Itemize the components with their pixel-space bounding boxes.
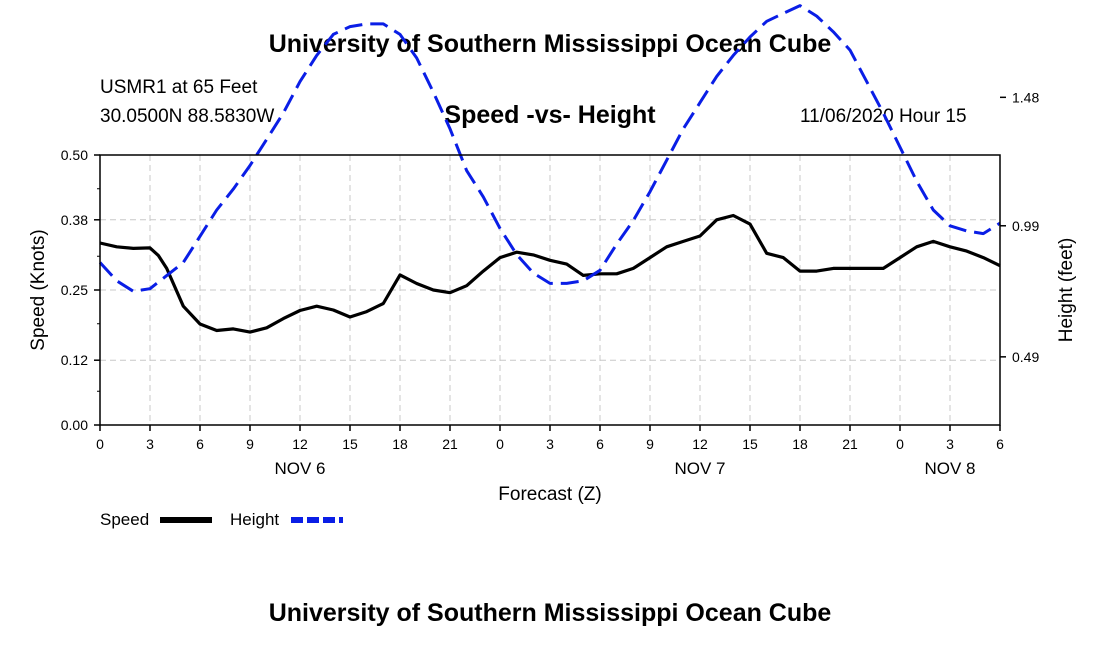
y-tick-label: 0.00	[61, 417, 88, 433]
x-day-label: NOV 8	[924, 459, 975, 478]
x-tick-label: 6	[996, 436, 1004, 452]
x-tick-label: 9	[246, 436, 254, 452]
y2-tick-label: 1.48	[1012, 89, 1039, 105]
x-tick-label: 0	[96, 436, 104, 452]
x-tick-label: 18	[392, 436, 408, 452]
x-axis-label: Forecast (Z)	[498, 484, 601, 505]
legend-height-label: Height	[230, 510, 279, 529]
y-tick-label: 0.25	[61, 282, 88, 298]
datetime-label: 11/06/2020 Hour 15	[800, 106, 967, 127]
x-tick-label: 15	[342, 436, 358, 452]
x-tick-label: 6	[196, 436, 204, 452]
y-axis-label: Speed (Knots)	[28, 229, 49, 350]
header-title: University of Southern Mississippi Ocean…	[268, 30, 832, 58]
x-tick-label: 21	[842, 436, 858, 452]
legend-speed-label: Speed	[100, 510, 149, 529]
x-tick-label: 3	[146, 436, 154, 452]
grid-layer	[100, 155, 1000, 425]
y-tick-label: 0.38	[61, 212, 88, 228]
height-series-line	[98, 4, 1001, 293]
y2-tick-label: 0.49	[1012, 349, 1039, 365]
station-label: USMR1 at 65 Feet	[100, 77, 258, 98]
x-day-label: NOV 7	[674, 459, 725, 478]
footer-title: University of Southern Mississippi Ocean…	[268, 599, 832, 627]
x-tick-label: 0	[496, 436, 504, 452]
x-tick-label: 3	[546, 436, 554, 452]
chart-title: Speed -vs- Height	[444, 101, 656, 129]
legend: Speed Height	[100, 510, 343, 529]
x-tick-label: 15	[742, 436, 758, 452]
x-tick-label: 9	[646, 436, 654, 452]
x-day-label: NOV 6	[274, 459, 325, 478]
x-tick-label: 12	[692, 436, 708, 452]
axis-layer: 0 3 6 9 12 15 18 21 0 3 6 9 12 15 18 21 0 3 6 NOV 6 NOV 7 NOV…	[61, 89, 1040, 478]
x-tick-label: 18	[792, 436, 808, 452]
x-tick-label: 0	[896, 436, 904, 452]
x-tick-label: 3	[946, 436, 954, 452]
y-tick-label: 0.50	[61, 147, 88, 163]
x-tick-label: 12	[292, 436, 308, 452]
x-tick-label: 6	[596, 436, 604, 452]
y-tick-label: 0.12	[61, 352, 88, 368]
y2-axis-label: Height (feet)	[1056, 238, 1077, 343]
speed-series-line	[99, 213, 1001, 334]
x-tick-label: 21	[442, 436, 458, 452]
y2-tick-label: 0.99	[1012, 218, 1039, 234]
series-layer	[98, 4, 1001, 334]
coordinates-label: 30.0500N 88.5830W	[100, 106, 275, 127]
